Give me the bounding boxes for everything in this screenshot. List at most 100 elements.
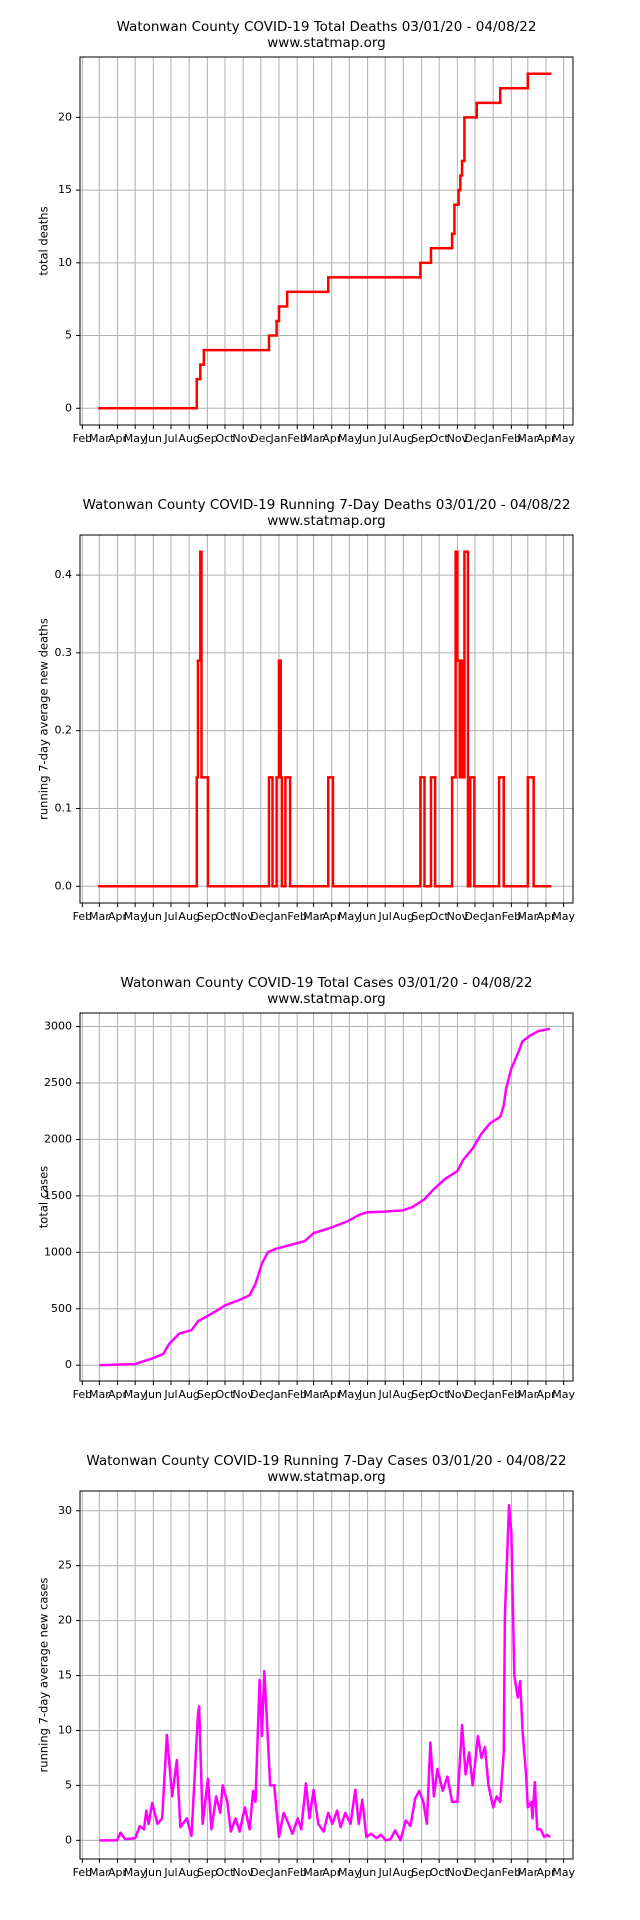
x-tick-label: Jun	[358, 432, 376, 445]
x-tick-label: Dec	[464, 910, 485, 923]
x-tick-label: May	[552, 432, 575, 445]
y-tick-label: 1000	[44, 1245, 72, 1258]
y-tick-label: 25	[58, 1559, 72, 1572]
x-tick-label: Jul	[163, 1388, 177, 1401]
x-tick-label: Oct	[430, 1388, 450, 1401]
x-tick-label: Mar	[89, 910, 110, 923]
y-axis-label: total cases	[37, 1166, 51, 1228]
x-tick-label: Apr	[322, 432, 342, 445]
x-tick-label: Feb	[502, 432, 521, 445]
y-tick-label: 10	[58, 1723, 72, 1736]
x-tick-label: Oct	[430, 1866, 450, 1879]
x-tick-label: Jun	[144, 1866, 162, 1879]
x-tick-label: Jul	[163, 1866, 177, 1879]
x-tick-label: May	[124, 1388, 147, 1401]
y-axis-label: running 7-day average new deaths	[37, 618, 51, 820]
x-tick-label: Apr	[322, 1388, 342, 1401]
x-tick-label: Aug	[393, 1388, 414, 1401]
x-tick-label: Oct	[430, 432, 450, 445]
y-tick-label: 0	[65, 401, 72, 414]
y-tick-label: 20	[58, 110, 72, 123]
x-tick-label: Mar	[517, 1866, 538, 1879]
x-tick-label: Sep	[197, 910, 218, 923]
x-tick-label: Dec	[464, 432, 485, 445]
y-tick-label: 5	[65, 1778, 72, 1791]
x-tick-label: Sep	[197, 1866, 218, 1879]
x-tick-label: Aug	[178, 1866, 199, 1879]
y-tick-label: 1500	[44, 1189, 72, 1202]
x-tick-label: Jan	[484, 1388, 502, 1401]
x-tick-label: Nov	[232, 432, 254, 445]
y-tick-label: 0.0	[55, 879, 73, 892]
y-tick-label: 30	[58, 1504, 72, 1517]
plot-frame	[79, 56, 574, 426]
x-tick-label: Jan	[269, 432, 287, 445]
y-tick-label: 0.1	[55, 801, 73, 814]
x-tick-label: Dec	[250, 1388, 271, 1401]
y-tick-label: 15	[58, 1669, 72, 1682]
x-tick-label: Jul	[378, 1388, 392, 1401]
y-tick-label: 500	[51, 1302, 72, 1315]
x-tick-label: Aug	[393, 432, 414, 445]
x-tick-label: Apr	[536, 1388, 556, 1401]
x-tick-label: Feb	[73, 1388, 92, 1401]
x-tick-label: Nov	[447, 1388, 469, 1401]
x-tick-label: May	[338, 432, 361, 445]
x-tick-label: Apr	[536, 1866, 556, 1879]
x-tick-label: Sep	[197, 432, 218, 445]
x-tick-label: May	[552, 910, 575, 923]
x-tick-label: Jun	[358, 910, 376, 923]
x-tick-label: Jul	[378, 910, 392, 923]
x-tick-label: Jan	[484, 1866, 502, 1879]
x-tick-label: Feb	[287, 1866, 306, 1879]
x-tick-label: Jun	[358, 1388, 376, 1401]
x-tick-label: Nov	[232, 910, 254, 923]
x-tick-label: Oct	[430, 910, 450, 923]
x-tick-label: Mar	[303, 432, 324, 445]
x-tick-label: Jul	[163, 432, 177, 445]
x-tick-label: Aug	[393, 910, 414, 923]
x-tick-label: Jan	[484, 910, 502, 923]
y-tick-label: 2500	[44, 1076, 72, 1089]
y-axis-label: total deaths	[37, 206, 51, 275]
chart-subtitle: www.statmap.org	[267, 513, 386, 529]
x-tick-label: Apr	[536, 432, 556, 445]
chart-title: Watonwan County COVID-19 Total Deaths 03…	[117, 19, 537, 35]
x-tick-label: Dec	[250, 432, 271, 445]
x-tick-label: Mar	[517, 1388, 538, 1401]
x-tick-label: Aug	[178, 1388, 199, 1401]
x-tick-label: Feb	[73, 910, 92, 923]
x-tick-label: Jul	[163, 910, 177, 923]
y-axis-label: running 7-day average new cases	[37, 1578, 51, 1773]
x-tick-label: Apr	[322, 1866, 342, 1879]
x-tick-label: Feb	[73, 1866, 92, 1879]
x-tick-label: Jul	[378, 1866, 392, 1879]
x-tick-label: Sep	[411, 1866, 432, 1879]
y-tick-label: 2000	[44, 1132, 72, 1145]
plot-frame	[79, 1490, 574, 1860]
x-tick-label: Sep	[197, 1388, 218, 1401]
x-tick-label: Feb	[502, 1388, 521, 1401]
y-tick-label: 0	[65, 1358, 72, 1371]
x-tick-label: Apr	[108, 432, 128, 445]
x-tick-label: Jun	[144, 1388, 162, 1401]
chart-title: Watonwan County COVID-19 Running 7-Day C…	[86, 1453, 566, 1469]
x-tick-label: Oct	[215, 910, 235, 923]
x-tick-label: May	[124, 910, 147, 923]
x-tick-label: Apr	[322, 910, 342, 923]
x-tick-label: Nov	[232, 1866, 254, 1879]
y-tick-label: 3000	[44, 1020, 72, 1033]
x-tick-label: Jul	[378, 432, 392, 445]
chart-subtitle: www.statmap.org	[267, 991, 386, 1007]
x-tick-label: Mar	[303, 910, 324, 923]
x-tick-label: Oct	[215, 1866, 235, 1879]
x-tick-label: Mar	[303, 1388, 324, 1401]
x-tick-label: Jan	[484, 432, 502, 445]
x-tick-label: Aug	[178, 432, 199, 445]
x-tick-label: Mar	[303, 1866, 324, 1879]
x-tick-label: Feb	[502, 910, 521, 923]
x-tick-label: Feb	[287, 1388, 306, 1401]
x-tick-label: May	[338, 1866, 361, 1879]
